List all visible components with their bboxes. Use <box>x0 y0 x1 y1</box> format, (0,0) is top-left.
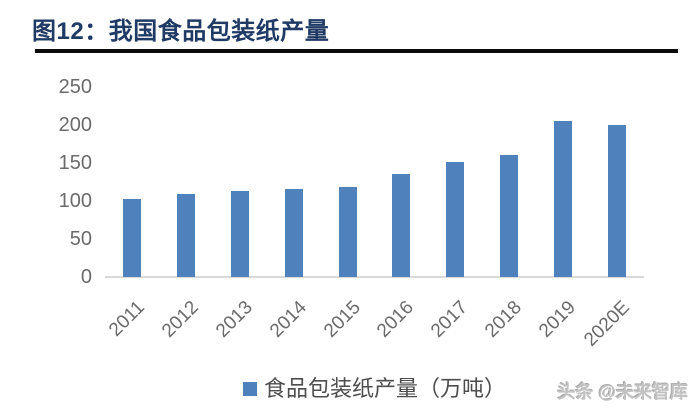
title-divider <box>35 49 678 53</box>
legend: 食品包装纸产量（万吨） <box>105 377 644 401</box>
legend-label: 食品包装纸产量（万吨） <box>263 376 506 401</box>
bar-2015 <box>339 187 357 277</box>
y-axis-tick-label: 100 <box>58 190 92 212</box>
y-axis-tick-label: 150 <box>58 152 92 174</box>
bar-2018 <box>500 155 518 277</box>
bar-2020E <box>608 125 626 277</box>
y-axis-tick-label: 0 <box>80 266 92 288</box>
legend-swatch <box>242 382 257 396</box>
x-axis-line <box>105 276 644 278</box>
watermark: 头条 @未来智库 <box>557 382 688 402</box>
bar-2012 <box>177 194 195 277</box>
bar-2014 <box>285 189 303 277</box>
bar-2011 <box>123 199 141 277</box>
y-axis-tick-label: 50 <box>69 228 92 250</box>
y-axis-tick-label: 250 <box>58 76 92 98</box>
bar-2016 <box>392 174 410 277</box>
y-axis-tick-label: 200 <box>58 114 92 136</box>
figure-title: 图12：我国食品包装纸产量 <box>32 18 330 45</box>
bar-2019 <box>554 121 572 277</box>
bar-2013 <box>231 191 249 277</box>
bar-2017 <box>446 162 464 277</box>
